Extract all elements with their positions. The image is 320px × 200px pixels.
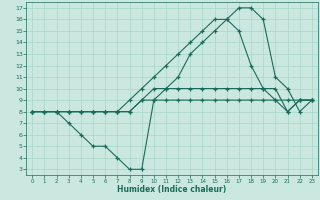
X-axis label: Humidex (Indice chaleur): Humidex (Indice chaleur)	[117, 185, 227, 194]
